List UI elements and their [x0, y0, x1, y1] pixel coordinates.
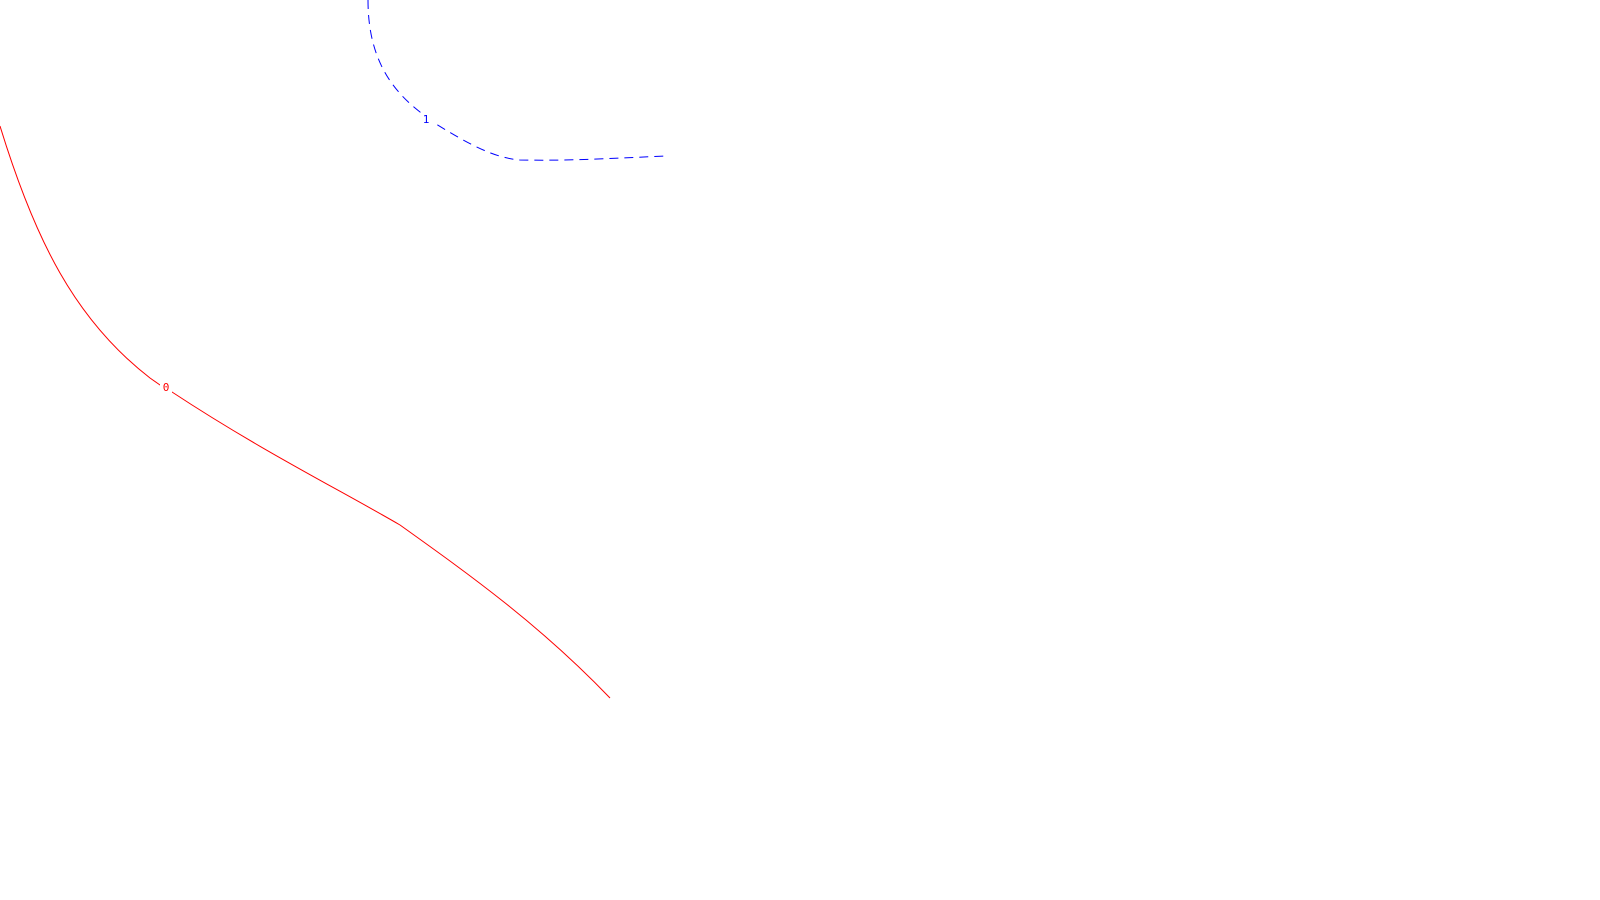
- contour-line-0: [0, 125, 611, 699]
- label-gap-1: [420, 113, 433, 125]
- contour-label-1: 1: [423, 113, 430, 126]
- contour-line-1: [367, 0, 666, 161]
- contour-label-0: 0: [163, 381, 170, 394]
- label-gap-0: [160, 381, 172, 393]
